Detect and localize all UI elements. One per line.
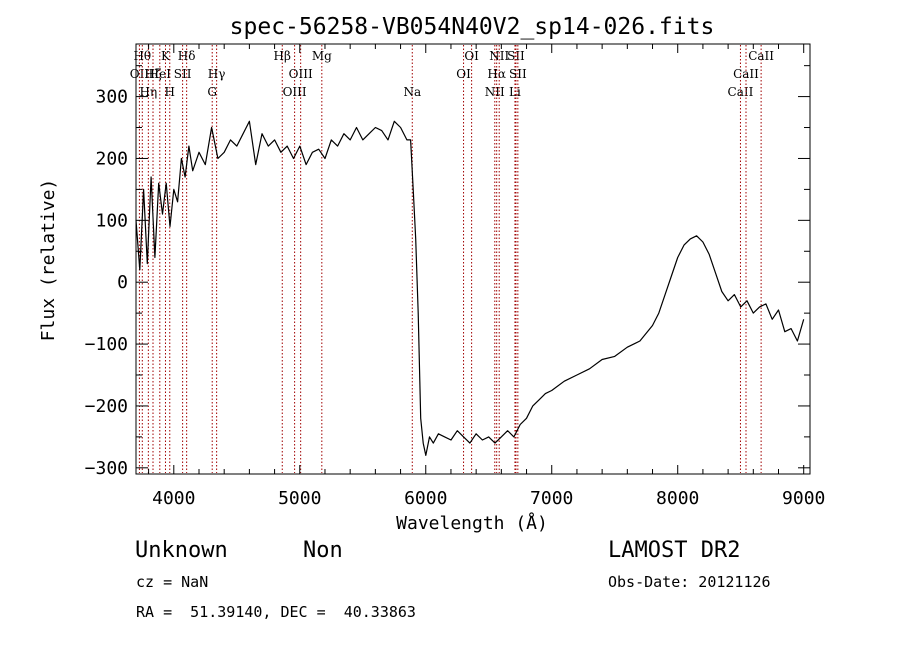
spectrum-line [135, 120, 805, 456]
y-tick-label: −200 [85, 396, 128, 417]
y-tick-label: −100 [85, 334, 128, 355]
line-marker-label: Li [509, 85, 521, 99]
spectrum-series [135, 120, 805, 456]
x-tick-label: 5000 [278, 488, 321, 509]
line-marker-label: SII [507, 49, 525, 63]
line-marker-label: OII [130, 67, 150, 81]
line-marker-label: CaII [728, 85, 754, 99]
line-marker-label: SII [509, 67, 527, 81]
x-tick-label: 9000 [782, 488, 825, 509]
subclass-label: Non [303, 538, 343, 563]
redshift-text: cz = NaN [136, 573, 209, 591]
line-marker-label: SII [174, 67, 192, 81]
line-marker-label: Hδ [178, 49, 196, 63]
survey-label: LAMOST DR2 [608, 538, 741, 563]
line-marker-label: OIII [289, 67, 313, 81]
x-tick-label: 6000 [404, 488, 447, 509]
y-tick-label: 100 [95, 210, 128, 231]
x-tick-label: 8000 [656, 488, 699, 509]
line-marker-label: NII [485, 85, 505, 99]
x-axis: 4000 5000 6000 7000 8000 9000 [148, 44, 825, 509]
x-tick-label: 7000 [530, 488, 573, 509]
spectral-line-markers: OIIHθHηHζHeIKHSIIHδGHγHβOIIIOIIIMgNaOIOI… [130, 45, 774, 473]
line-marker-label: Hβ [274, 49, 291, 63]
plot-frame [135, 43, 811, 475]
y-tick-label: 200 [95, 148, 128, 169]
y-axis: −300 −200 −100 0 100 200 300 [85, 65, 810, 479]
line-marker-label: OI [456, 67, 471, 81]
line-marker-label: Mg [312, 49, 332, 63]
line-marker-label: K [161, 49, 171, 63]
x-tick-label: 4000 [152, 488, 195, 509]
line-marker-label: Na [403, 85, 421, 99]
y-tick-label: 300 [95, 87, 128, 108]
line-marker-label: CaII [748, 49, 774, 63]
class-label: Unknown [135, 538, 228, 563]
line-marker-label: OIII [283, 85, 307, 99]
line-marker-label: NII [489, 49, 509, 63]
line-marker-label: Hα [487, 67, 506, 81]
line-marker-label: HeI [149, 67, 172, 81]
x-axis-label: Wavelength (Å) [396, 512, 548, 534]
y-tick-label: 0 [117, 272, 128, 293]
obs-date-text: Obs-Date: 20121126 [608, 573, 771, 591]
line-marker-label: Hγ [208, 67, 226, 81]
line-marker-label: CaII [733, 67, 759, 81]
chart-title: spec-56258-VB054N40V2_sp14-026.fits [230, 14, 715, 40]
line-marker-label: Hζ [145, 67, 162, 81]
y-tick-label: −300 [85, 458, 128, 479]
line-marker-label: H [165, 85, 175, 99]
y-axis-label: Flux (relative) [38, 179, 59, 342]
line-marker-label: Hθ [133, 49, 151, 63]
line-marker-label: G [207, 85, 217, 99]
radec-text: RA = 51.39140, DEC = 40.33863 [136, 603, 416, 621]
line-marker-label: OI [464, 49, 479, 63]
